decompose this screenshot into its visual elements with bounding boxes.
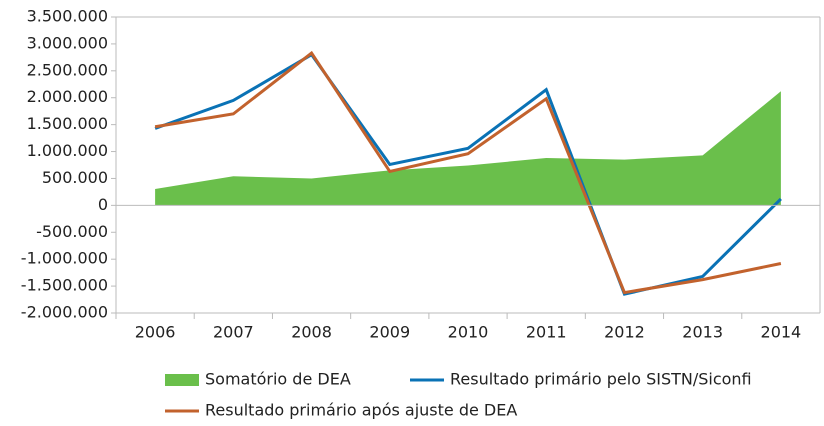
y-tick-label: -500.000 — [36, 222, 108, 241]
y-tick-label: 1.500.000 — [27, 114, 108, 133]
y-tick-label: 500.000 — [42, 168, 108, 187]
y-tick-label: -1.000.000 — [21, 249, 108, 268]
line — [154, 52, 782, 296]
x-tick-label: 2011 — [526, 323, 567, 342]
x-tick-label: 2014 — [761, 323, 802, 342]
y-tick-label: 1.000.000 — [27, 141, 108, 160]
y-tick-label: 2.500.000 — [27, 60, 108, 79]
line — [154, 50, 782, 295]
legend-label: Resultado primário pelo SISTN/Siconfi — [450, 370, 752, 389]
y-tick-label: 3.500.000 — [27, 7, 108, 26]
x-tick-label: 2010 — [448, 323, 489, 342]
x-tick-label: 2007 — [213, 323, 254, 342]
x-tick-label: 2008 — [291, 323, 332, 342]
y-tick-label: 2.000.000 — [27, 87, 108, 106]
y-tick-label: -2.000.000 — [21, 303, 108, 322]
y-tick-label: -1.500.000 — [21, 276, 108, 295]
x-tick-label: 2009 — [369, 323, 410, 342]
legend-label: Somatório de DEA — [205, 370, 351, 389]
x-tick-label: 2006 — [135, 323, 176, 342]
x-tick-label: 2012 — [604, 323, 645, 342]
x-tick-label: 2013 — [682, 323, 723, 342]
legend-swatch — [165, 374, 199, 386]
y-tick-label: 0 — [98, 195, 108, 214]
y-tick-label: 3.000.000 — [27, 33, 108, 52]
area — [155, 91, 781, 206]
legend-label: Resultado primário após ajuste de DEA — [205, 401, 517, 420]
